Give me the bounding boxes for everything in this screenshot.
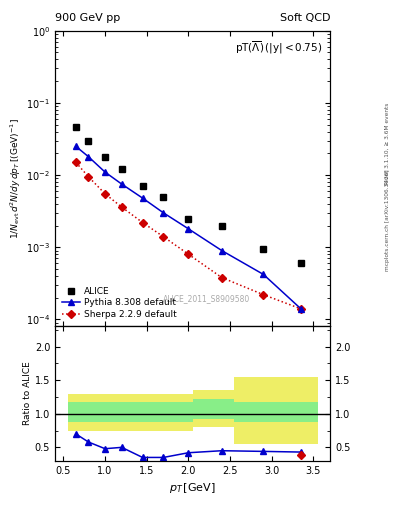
ALICE [86, 138, 91, 144]
Y-axis label: $1/N_\mathrm{evt}\,d^2N/dy\,dp_T\,[\mathrm{(GeV)}^{-1}]$: $1/N_\mathrm{evt}\,d^2N/dy\,dp_T\,[\math… [9, 118, 23, 239]
Line: ALICE: ALICE [73, 124, 304, 266]
Pythia 8.308 default [86, 154, 91, 160]
ALICE [73, 124, 78, 130]
Pythia 8.308 default [219, 247, 224, 253]
Sherpa 2.2.9 default [161, 233, 166, 240]
Sherpa 2.2.9 default [219, 274, 224, 281]
Sherpa 2.2.9 default [299, 306, 303, 312]
Text: mcplots.cern.ch [arXiv:1306.3436]: mcplots.cern.ch [arXiv:1306.3436] [385, 169, 390, 271]
Sherpa 2.2.9 default [86, 174, 91, 180]
Text: ALICE_2011_S8909580: ALICE_2011_S8909580 [163, 294, 250, 303]
Sherpa 2.2.9 default [140, 220, 145, 226]
Y-axis label: Ratio to ALICE: Ratio to ALICE [23, 361, 32, 425]
X-axis label: $p_T\,\mathrm{[GeV]}$: $p_T\,\mathrm{[GeV]}$ [169, 481, 216, 495]
Line: Pythia 8.308 default: Pythia 8.308 default [73, 143, 304, 312]
Text: 900 GeV pp: 900 GeV pp [55, 13, 120, 23]
Pythia 8.308 default [186, 226, 191, 232]
Pythia 8.308 default [261, 271, 266, 278]
Pythia 8.308 default [73, 143, 78, 150]
Text: $\mathrm{pT}(\overline{\Lambda})\,\mathrm{(|y| < 0.75)}$: $\mathrm{pT}(\overline{\Lambda})\,\mathr… [235, 39, 322, 56]
Sherpa 2.2.9 default [186, 251, 191, 258]
Pythia 8.308 default [299, 306, 303, 312]
ALICE [261, 246, 266, 252]
ALICE [186, 216, 191, 222]
Text: Soft QCD: Soft QCD [280, 13, 330, 23]
ALICE [119, 166, 124, 173]
Pythia 8.308 default [119, 181, 124, 187]
Pythia 8.308 default [140, 195, 145, 201]
Sherpa 2.2.9 default [261, 292, 266, 298]
ALICE [299, 260, 303, 266]
Sherpa 2.2.9 default [103, 191, 107, 197]
Sherpa 2.2.9 default [119, 204, 124, 210]
Sherpa 2.2.9 default [73, 159, 78, 165]
ALICE [103, 154, 107, 160]
ALICE [161, 194, 166, 200]
ALICE [219, 222, 224, 228]
Line: Sherpa 2.2.9 default: Sherpa 2.2.9 default [73, 160, 304, 312]
Pythia 8.308 default [161, 210, 166, 216]
ALICE [140, 183, 145, 189]
Legend: ALICE, Pythia 8.308 default, Sherpa 2.2.9 default: ALICE, Pythia 8.308 default, Sherpa 2.2.… [59, 284, 179, 322]
Pythia 8.308 default [103, 169, 107, 175]
Text: Rivet 3.1.10, ≥ 3.6M events: Rivet 3.1.10, ≥ 3.6M events [385, 102, 390, 184]
